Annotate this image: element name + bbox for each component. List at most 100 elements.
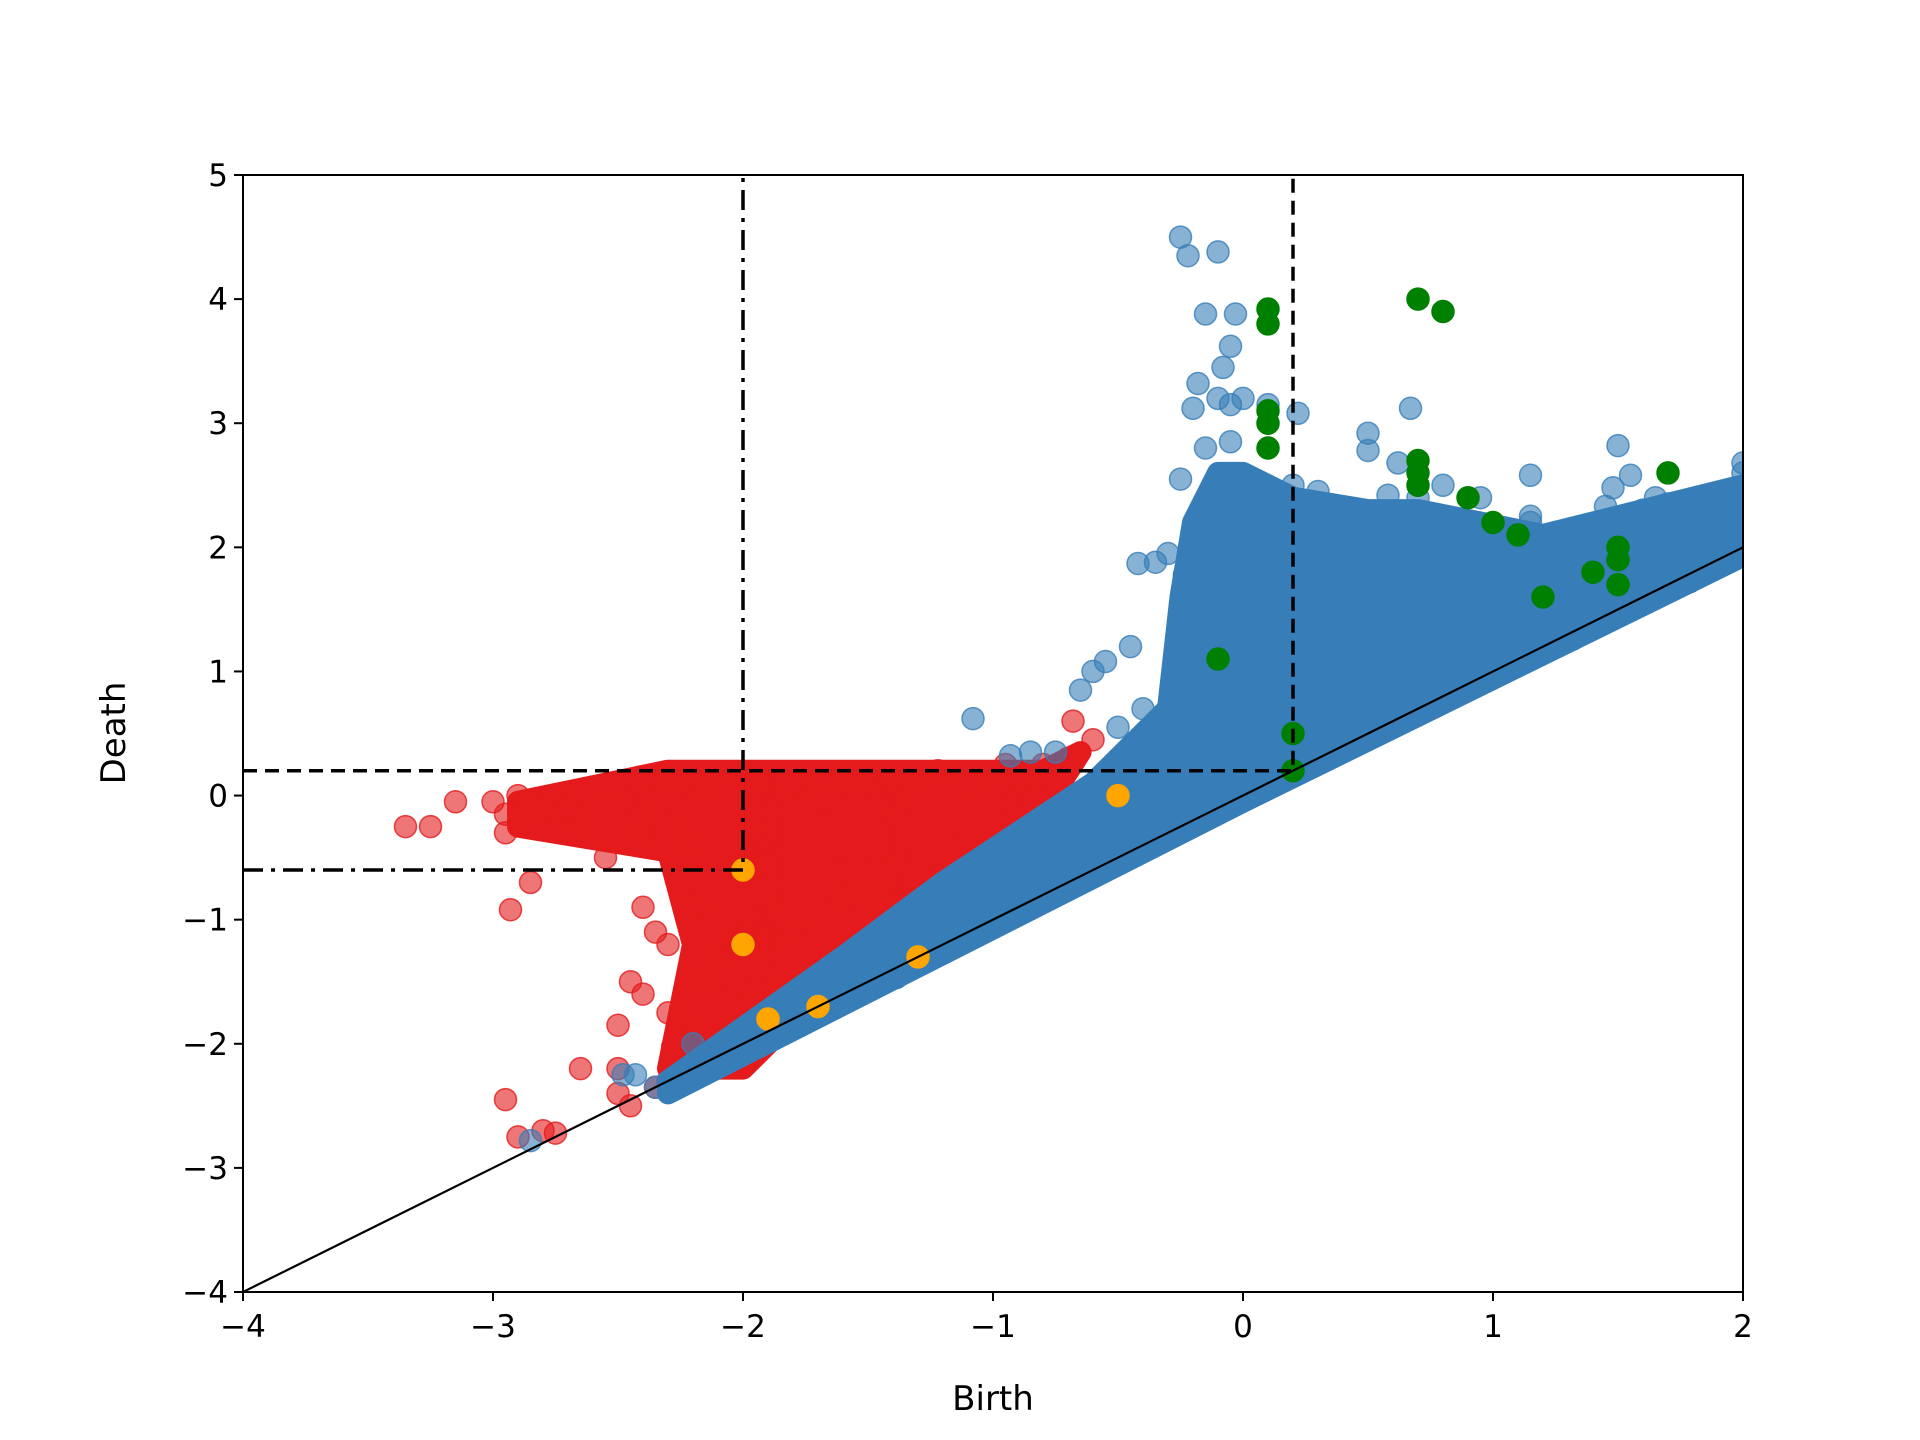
blue-point xyxy=(1518,463,1543,488)
red-cloud-point xyxy=(825,828,849,852)
blue-cloud-point xyxy=(1255,604,1279,628)
red-cloud-point xyxy=(672,869,696,894)
y-tick-label: 4 xyxy=(208,282,228,318)
blue-cloud-point xyxy=(1331,633,1355,657)
red-point xyxy=(1006,768,1030,793)
orange-point xyxy=(1106,783,1130,808)
red-point xyxy=(631,895,655,920)
blue-point xyxy=(1218,430,1243,454)
blue-point xyxy=(1618,463,1643,488)
green-point xyxy=(1581,560,1605,584)
green-series xyxy=(1206,287,1680,783)
blue-cloud-point xyxy=(1506,558,1531,582)
blue-cloud-point xyxy=(1390,503,1415,528)
red-point xyxy=(956,771,980,795)
blue-point xyxy=(1386,451,1410,475)
y-tick-label: 0 xyxy=(208,779,228,815)
blue-cloud-point xyxy=(1204,525,1228,549)
blue-cloud-point xyxy=(1255,715,1279,739)
y-tick-label: 1 xyxy=(208,654,228,690)
blue-cloud-point xyxy=(1217,487,1242,511)
blue-cloud-point xyxy=(1141,785,1166,809)
blue-point xyxy=(1106,814,1130,839)
x-axis: −4 −3 −2 −1 0 1 2 xyxy=(220,1292,1753,1345)
y-tick-label: 5 xyxy=(208,158,228,194)
red-cloud-point xyxy=(865,796,889,821)
red-point xyxy=(393,814,418,839)
blue-point xyxy=(1193,597,1218,622)
red-point xyxy=(498,897,523,922)
blue-point xyxy=(956,907,980,932)
red-point xyxy=(831,883,855,907)
green-point xyxy=(1506,523,1530,547)
blue-point xyxy=(961,706,985,731)
blue-cloud-point xyxy=(1576,528,1600,552)
y-axis-title: Death xyxy=(94,682,134,785)
blue-cloud-point xyxy=(1361,551,1386,576)
green-point xyxy=(1256,436,1280,460)
blue-cloud-point xyxy=(919,926,943,950)
blue-cloud-point xyxy=(1395,573,1419,598)
blue-cloud-point xyxy=(1437,538,1462,562)
red-point xyxy=(893,768,918,793)
red-point xyxy=(693,969,718,994)
blue-point xyxy=(1193,302,1218,326)
blue-cloud-point xyxy=(1098,756,1123,780)
orange-point xyxy=(731,932,755,957)
blue-point xyxy=(1218,334,1243,359)
blue-cloud-point xyxy=(1395,655,1420,680)
blue-point xyxy=(1668,492,1693,516)
red-cloud-point xyxy=(791,790,816,815)
blue-cloud-point xyxy=(1256,632,1280,657)
green-point xyxy=(1531,585,1555,609)
y-tick-label: −2 xyxy=(182,1027,228,1063)
blue-cloud-point xyxy=(1298,686,1323,710)
blue-cloud-point xyxy=(1067,784,1092,808)
y-tick-label: 3 xyxy=(208,406,228,442)
blue-point xyxy=(1306,479,1330,504)
blue-cloud-point xyxy=(1278,542,1302,567)
blue-cloud-point xyxy=(884,965,909,990)
red-point xyxy=(631,821,655,845)
blue-cloud-point xyxy=(1265,736,1289,761)
red-point xyxy=(706,945,730,969)
red-cloud-point xyxy=(801,843,825,868)
blue-cloud-point xyxy=(1276,697,1300,721)
blue-point xyxy=(1176,243,1200,268)
red-cloud-point xyxy=(838,811,862,835)
green-point xyxy=(1456,485,1480,510)
blue-point xyxy=(1731,451,1743,475)
blue-cloud-point xyxy=(1333,583,1358,608)
blue-cloud-point xyxy=(1191,694,1216,719)
blue-cloud-point xyxy=(1171,782,1195,807)
blue-point xyxy=(1126,551,1150,576)
red-point xyxy=(656,1001,680,1025)
y-tick-label: −4 xyxy=(182,1275,228,1311)
blue-cloud-point xyxy=(1217,755,1242,780)
green-point xyxy=(1481,510,1505,535)
blue-cloud-point xyxy=(1385,608,1409,633)
x-tick-label: −1 xyxy=(970,1309,1016,1345)
blue-cloud-point xyxy=(1365,590,1389,614)
blue-cloud-point xyxy=(1432,615,1456,639)
red-point xyxy=(568,814,593,839)
blue-point xyxy=(1376,483,1400,507)
blue-point xyxy=(1006,870,1030,895)
blue-cloud-point xyxy=(1529,536,1554,561)
blue-point xyxy=(1331,498,1355,522)
red-cloud-point xyxy=(708,861,733,885)
blue-point xyxy=(1131,696,1155,721)
blue-point xyxy=(998,744,1023,768)
blue-cloud-point xyxy=(1043,808,1067,833)
red-point xyxy=(443,790,468,814)
green-point xyxy=(1431,299,1455,324)
red-point xyxy=(418,814,443,839)
blue-cloud-point xyxy=(958,885,983,909)
y-tick-label: −1 xyxy=(182,903,228,939)
blue-point xyxy=(1181,396,1205,421)
green-point xyxy=(1606,547,1630,572)
blue-cloud-point xyxy=(1208,624,1232,648)
blue-cloud-point xyxy=(978,914,1003,939)
blue-point xyxy=(1398,396,1423,421)
